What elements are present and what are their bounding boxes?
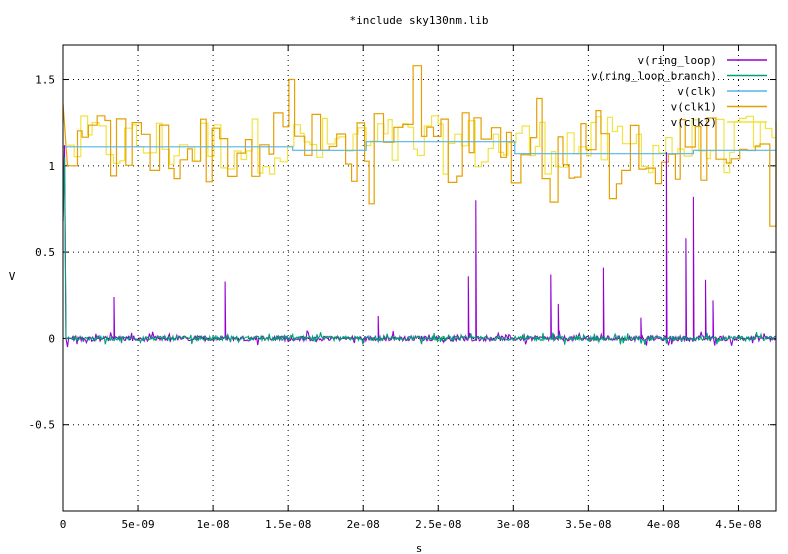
y-tick-label: 1 (48, 160, 55, 173)
grid (63, 45, 776, 511)
x-tick-label: 4e-08 (647, 518, 680, 531)
x-tick-label: 1.5e-08 (265, 518, 311, 531)
y-tick-label: 0.5 (35, 246, 55, 259)
x-tick-label: 0 (60, 518, 67, 531)
y-tick-label: -0.5 (29, 419, 56, 432)
x-tick-label: 3e-08 (497, 518, 530, 531)
series-ring-loop (62, 145, 777, 348)
legend-label: v(ring_loop_branch) (591, 70, 717, 83)
x-axis-label: s (416, 542, 423, 554)
x-tick-label: 1e-08 (197, 518, 230, 531)
x-tick-label: 3.5e-08 (565, 518, 611, 531)
x-tick-label: 2.5e-08 (415, 518, 461, 531)
y-axis-label: V (9, 270, 16, 283)
plot-border (62, 44, 777, 512)
legend-label: v(clk) (677, 85, 717, 98)
series-clk1 (62, 65, 777, 227)
y-tick-label: 1.5 (35, 74, 55, 87)
x-tick-label: 4.5e-08 (715, 518, 761, 531)
series-layer (62, 65, 777, 348)
chart-title: *include sky130nm.lib (349, 14, 488, 27)
ticks: 0 5e-09 1e-08 1.5e-08 2e-08 2.5e-08 3e-08 3.5e-… (29, 45, 776, 531)
legend-label: v(clk2) (671, 116, 717, 129)
series-clk (63, 141, 776, 155)
legend: v(ring_loop) v(ring_loop_branch) v(clk) v(c… (591, 54, 767, 129)
series-clk2 (67, 115, 777, 175)
x-tick-label: 2e-08 (347, 518, 380, 531)
y-tick-label: 0 (48, 332, 55, 345)
x-tick-label: 5e-09 (121, 518, 154, 531)
legend-label: v(ring_loop) (638, 54, 717, 67)
series-ring-loop-branch (62, 157, 777, 345)
legend-label: v(clk1) (671, 101, 717, 114)
